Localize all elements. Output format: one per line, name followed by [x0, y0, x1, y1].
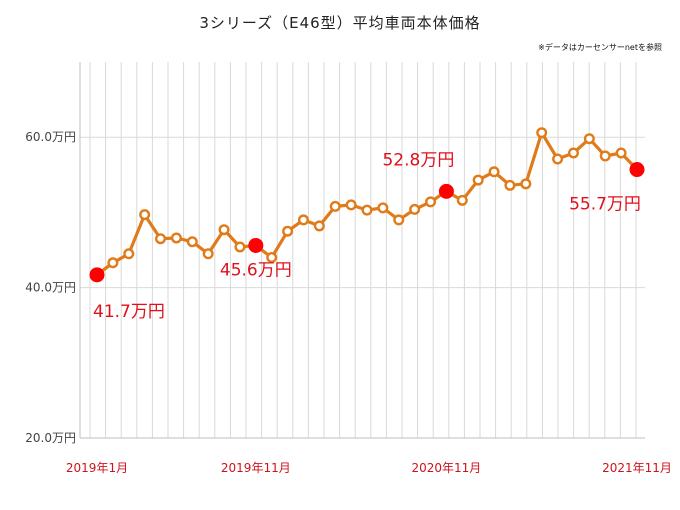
axes	[79, 62, 645, 439]
data-point	[504, 179, 516, 191]
y-tick-label: 20.0万円	[25, 431, 76, 445]
data-label: 55.7万円	[569, 195, 641, 215]
source-note: ※データはカーセンサーnetを参照	[538, 43, 662, 52]
highlight-point	[248, 237, 264, 253]
data-point	[599, 150, 611, 162]
data-point	[425, 196, 437, 208]
data-point	[456, 194, 468, 206]
x-tick-label: 2019年1月	[66, 461, 128, 475]
data-point	[329, 200, 341, 212]
data-point	[155, 233, 167, 245]
grid-lines	[80, 62, 645, 439]
highlight-point	[89, 267, 105, 283]
highlight-point	[629, 162, 645, 178]
data-point	[567, 147, 579, 159]
x-tick-label: 2020年11月	[412, 461, 482, 475]
data-point	[488, 166, 500, 178]
data-point	[615, 147, 627, 159]
data-point	[202, 248, 214, 260]
data-label: 41.7万円	[93, 302, 165, 322]
data-point	[361, 204, 373, 216]
data-point	[266, 252, 278, 264]
x-tick-labels: 2019年1月 2019年11月 2020年11月 2021年11月	[66, 461, 672, 475]
data-label: 45.6万円	[220, 260, 292, 280]
x-tick-label: 2021年11月	[602, 461, 672, 475]
y-tick-label: 60.0万円	[25, 130, 76, 144]
chart-title: 3シリーズ（E46型）平均車両本体価格	[199, 14, 481, 32]
data-point	[472, 174, 484, 186]
data-labels: 41.7万円 45.6万円 52.8万円 55.7万円	[93, 150, 641, 321]
highlight-point	[438, 183, 454, 199]
data-point	[123, 248, 135, 260]
data-point	[345, 199, 357, 211]
data-point	[552, 153, 564, 165]
data-point	[234, 241, 246, 253]
data-point	[186, 236, 198, 248]
x-tick-label: 2019年11月	[221, 461, 291, 475]
y-tick-labels: 20.0万円 40.0万円 60.0万円	[25, 130, 76, 445]
data-point	[583, 133, 595, 145]
data-point	[218, 224, 230, 236]
data-point	[393, 214, 405, 226]
data-points	[89, 127, 645, 283]
data-point	[107, 257, 119, 269]
data-point	[409, 203, 421, 215]
data-point	[536, 127, 548, 139]
data-point	[377, 202, 389, 214]
data-point	[170, 232, 182, 244]
data-point	[297, 214, 309, 226]
y-tick-label: 40.0万円	[25, 281, 76, 295]
data-label: 52.8万円	[382, 150, 454, 170]
data-point	[139, 209, 151, 221]
data-point	[313, 220, 325, 232]
data-point	[282, 225, 294, 237]
data-point	[520, 178, 532, 190]
